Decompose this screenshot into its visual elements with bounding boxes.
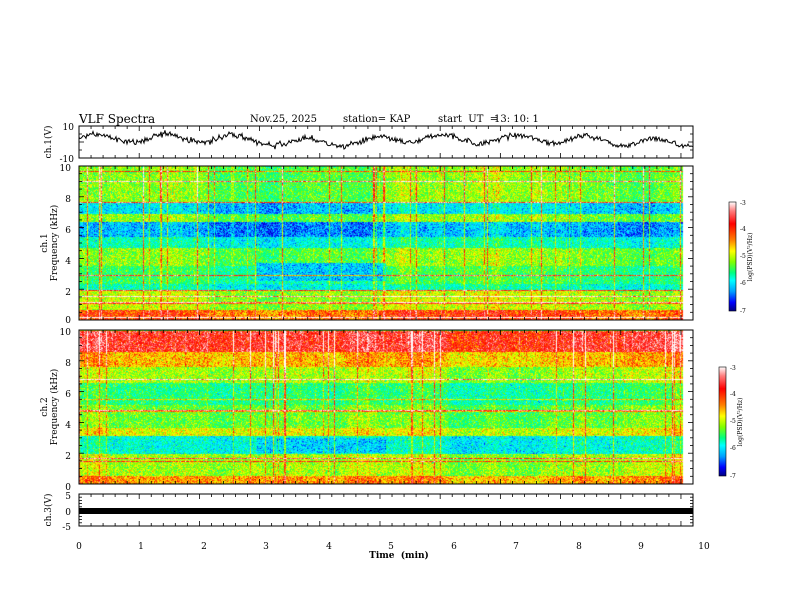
ch1-ylabel-channel: ch.1 <box>40 233 50 252</box>
ch2-spectrogram-image <box>79 330 693 484</box>
ch3-ytick-bottom: -5 <box>62 523 71 533</box>
ch1-freq-tick-2: 2 <box>65 288 71 298</box>
xtick-3: 3 <box>263 542 269 552</box>
ch2-freq-tick-0: 0 <box>65 483 71 493</box>
ch1-waveform-line <box>78 129 694 150</box>
ch2-ylabel-channel: ch.2 <box>40 397 50 416</box>
ch3-ylabel: ch.3(V) <box>43 494 54 527</box>
ch2-colorbar: -3 -4 -5 -6 -7 log(PSD)(V²/Hz) <box>718 365 744 480</box>
ch1-cb-tick-5: -5 <box>740 253 746 260</box>
ch2-colorbar-label: log(PSD)(V²/Hz) <box>737 398 744 447</box>
xtick-10: 10 <box>698 542 710 552</box>
ch3-waveform-panel: 5 0 -5 ch.3(V) <box>43 492 694 533</box>
xtick-5: 5 <box>388 542 394 552</box>
x-axis-label: Time (min) <box>369 550 429 561</box>
header-date: Nov.25, 2025 <box>250 114 317 125</box>
ch1-freq-tick-6: 6 <box>65 226 71 236</box>
xtick-2: 2 <box>201 542 207 552</box>
ch2-cb-tick-5: -5 <box>730 418 736 425</box>
ch2-cb-tick-3: -3 <box>730 365 736 372</box>
header-start-label: start UT = <box>438 114 499 125</box>
ch1-axis-ticks <box>78 125 694 159</box>
figure-title: VLF Spectra <box>79 112 156 126</box>
ch2-cb-tick-4: -4 <box>730 391 736 398</box>
ch1-ytick-top: 10 <box>63 123 75 133</box>
ch2-cb-tick-7: -7 <box>730 473 736 480</box>
xtick-4: 4 <box>326 542 332 552</box>
ch1-freq-tick-4: 4 <box>65 257 71 267</box>
ch3-waveform-line <box>79 508 693 514</box>
ch1-spectrogram-image <box>79 166 693 320</box>
ch3-ytick-top: 5 <box>65 492 71 502</box>
header-station: station= KAP <box>343 114 411 125</box>
ch1-cb-tick-6: -6 <box>740 280 746 287</box>
ch1-ylabel-frequency: Frequency (kHz) <box>49 205 60 282</box>
ch2-freq-tick-8: 8 <box>65 359 71 369</box>
ch1-freq-tick-0: 0 <box>65 316 71 326</box>
ch1-freq-tick-8: 8 <box>65 195 71 205</box>
ch3-ytick-mid: 0 <box>65 508 71 518</box>
ch2-freq-tick-4: 4 <box>65 421 71 431</box>
header-start-time: 13: 10: 1 <box>494 114 539 125</box>
ch2-freq-tick-2: 2 <box>65 452 71 462</box>
xtick-0: 0 <box>76 542 82 552</box>
ch2-freq-tick-6: 6 <box>65 390 71 400</box>
ch2-freq-tick-10: 10 <box>60 328 72 338</box>
ch2-spectrogram-ticks <box>78 329 694 485</box>
ch1-spectrogram-panel: 0 2 4 6 8 10 ch.1 Frequency (kHz) <box>40 164 694 326</box>
ch1-colorbar-label: log(PSD)(V²/Hz) <box>747 233 754 282</box>
ch1-ylabel: ch.1(V) <box>43 126 54 159</box>
ch1-cb-tick-7: -7 <box>740 308 746 315</box>
ch2-colorbar-gradient <box>718 366 727 477</box>
ch1-cb-tick-3: -3 <box>740 200 746 207</box>
ch2-cb-tick-6: -6 <box>730 445 736 452</box>
xtick-7: 7 <box>513 542 519 552</box>
xtick-8: 8 <box>576 542 582 552</box>
ch1-colorbar: -3 -4 -5 -6 -7 log(PSD)(V²/Hz) <box>728 200 754 315</box>
ch2-ylabel-frequency: Frequency (kHz) <box>49 369 60 446</box>
ch1-colorbar-gradient <box>728 201 737 312</box>
ch1-waveform-panel: 10 -10 ch.1(V) <box>43 123 694 165</box>
ch1-ytick-bottom: -10 <box>60 155 75 165</box>
ch1-freq-tick-10: 10 <box>60 164 72 174</box>
ch1-spectrogram-ticks <box>78 165 694 321</box>
xtick-6: 6 <box>451 542 457 552</box>
ch2-spectrogram-panel: 0 2 4 6 8 10 ch.2 Frequency (kHz) <box>40 328 694 493</box>
ch3-axis-ticks <box>78 493 694 527</box>
time-axis: 0 1 2 3 4 5 6 7 8 9 10 Time (min) <box>76 542 710 561</box>
xtick-9: 9 <box>638 542 644 552</box>
ch1-cb-tick-4: -4 <box>740 226 746 233</box>
xtick-1: 1 <box>138 542 144 552</box>
